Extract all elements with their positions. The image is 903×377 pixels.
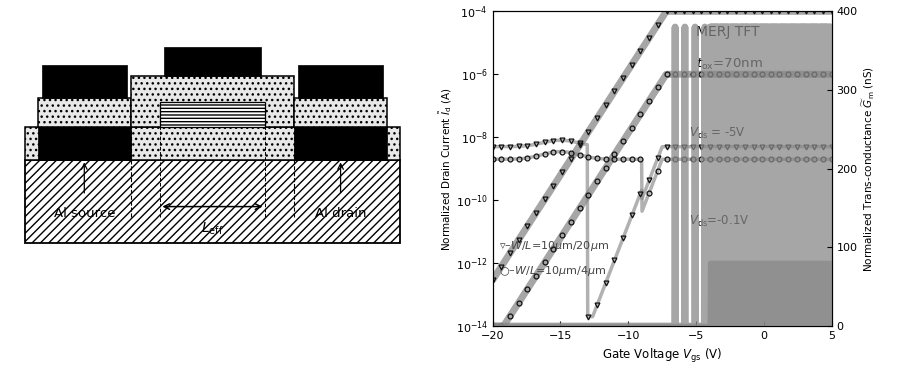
Y-axis label: Normalized Trans-conductance $\widetilde{G}_{\mathregular{m}}$ (nS): Normalized Trans-conductance $\widetilde… xyxy=(860,66,876,272)
Polygon shape xyxy=(293,98,387,127)
Polygon shape xyxy=(293,127,387,159)
Polygon shape xyxy=(160,102,265,127)
Text: MERJ TFT: MERJ TFT xyxy=(695,26,759,40)
Polygon shape xyxy=(42,66,126,98)
Polygon shape xyxy=(25,159,399,243)
Text: Al drain: Al drain xyxy=(314,207,366,219)
Text: $\bigcirc$–$W/L$=10$\mu$m/4$\mu$m: $\bigcirc$–$W/L$=10$\mu$m/4$\mu$m xyxy=(499,264,606,278)
Text: Al source: Al source xyxy=(53,207,115,219)
Polygon shape xyxy=(38,98,131,127)
Polygon shape xyxy=(298,66,383,98)
Text: $t_{\mathregular{ox}}$=70nm: $t_{\mathregular{ox}}$=70nm xyxy=(695,57,762,72)
Text: $V_{\mathregular{ds}}$ = -5V: $V_{\mathregular{ds}}$ = -5V xyxy=(689,126,745,141)
Polygon shape xyxy=(131,76,293,127)
X-axis label: Gate Voltage $V_{\mathregular{gs}}$ (V): Gate Voltage $V_{\mathregular{gs}}$ (V) xyxy=(601,346,721,365)
Text: $L_{\mathrm{eff}}$: $L_{\mathrm{eff}}$ xyxy=(200,221,224,238)
Text: $\triangledown$–$W/L$=10$\mu$m/20$\mu$m: $\triangledown$–$W/L$=10$\mu$m/20$\mu$m xyxy=(499,239,609,253)
Text: $V_{\mathregular{ds}}$=-0.1V: $V_{\mathregular{ds}}$=-0.1V xyxy=(689,215,749,230)
Polygon shape xyxy=(163,48,261,76)
Polygon shape xyxy=(25,127,399,159)
Polygon shape xyxy=(38,127,131,159)
Y-axis label: Normalized Drain Current $\widetilde{I}_{\mathregular{d}}$ (A): Normalized Drain Current $\widetilde{I}_… xyxy=(437,87,453,251)
